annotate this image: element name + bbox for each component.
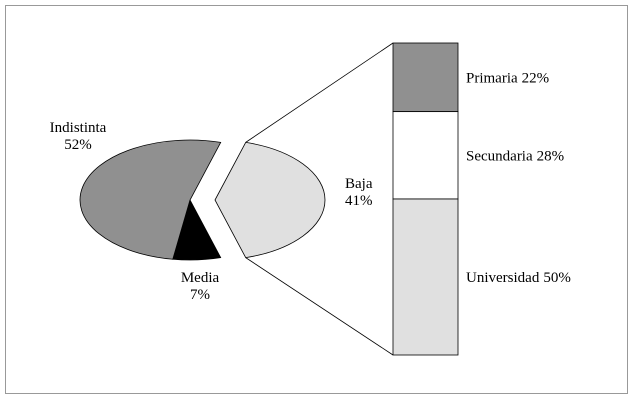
slice-value-label: 7% <box>190 287 210 303</box>
breakdown-value-label: 22% <box>522 70 550 86</box>
breakdown-label: Secundaria 28% <box>466 148 564 164</box>
breakdown-label: Universidad 50% <box>466 270 571 286</box>
breakdown-bar <box>392 111 459 200</box>
slice-label: Media <box>181 270 220 286</box>
breakdown-bar <box>392 198 459 356</box>
pie-slice <box>214 141 326 259</box>
slice-label: Baja <box>345 176 373 192</box>
breakdown-category: Universidad <box>466 270 540 286</box>
breakdown-value-label: 50% <box>543 270 571 286</box>
slice-value-label: 52% <box>64 137 92 153</box>
breakdown-value-label: 28% <box>537 148 565 164</box>
connector-line <box>245 257 394 356</box>
breakdown-label: Primaria 22% <box>466 70 549 86</box>
breakdown-category: Primaria <box>466 70 518 86</box>
slice-label: Indistinta <box>50 120 107 136</box>
pie-slice <box>79 139 222 260</box>
slice-value-label: 41% <box>345 193 373 209</box>
breakdown-bar <box>392 42 459 113</box>
breakdown-category: Secundaria <box>466 148 533 164</box>
connector-line <box>245 42 394 143</box>
